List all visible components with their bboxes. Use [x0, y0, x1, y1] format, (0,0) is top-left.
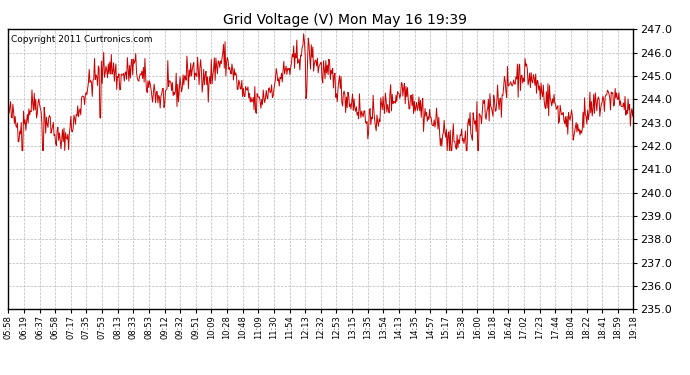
- Text: Grid Voltage (V) Mon May 16 19:39: Grid Voltage (V) Mon May 16 19:39: [223, 13, 467, 27]
- Text: Copyright 2011 Curtronics.com: Copyright 2011 Curtronics.com: [12, 35, 153, 44]
